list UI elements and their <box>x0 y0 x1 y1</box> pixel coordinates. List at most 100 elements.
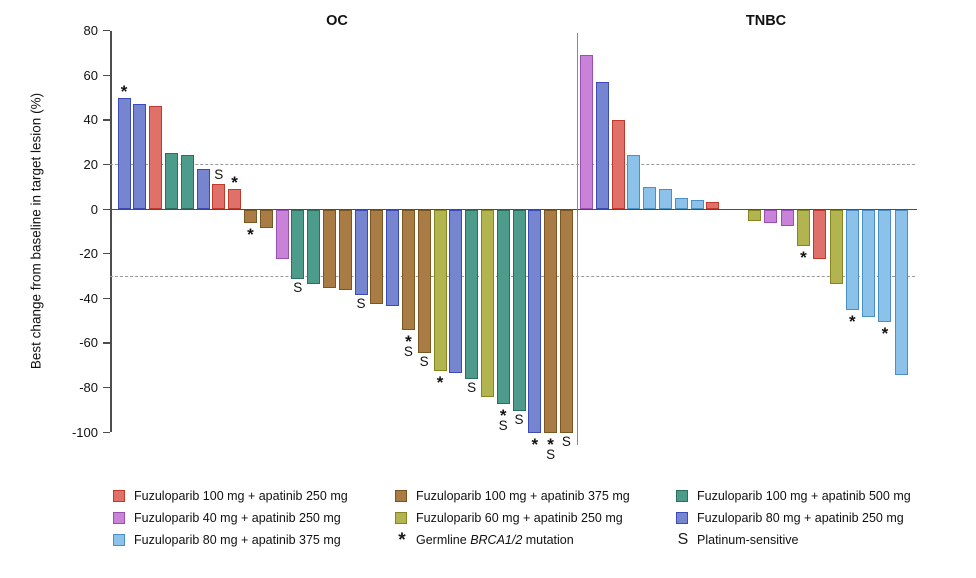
platinum-sensitive-mark: S <box>546 447 556 462</box>
bar-tnbc-14 <box>813 210 827 260</box>
brca-mutation-mark: * <box>405 332 412 352</box>
bar-oc-7 <box>212 184 226 209</box>
brca-mutation-mark: * <box>547 435 554 454</box>
panel-separator-line <box>577 33 579 445</box>
bar-oc-19 <box>401 210 415 331</box>
panel-title-tnbc: TNBC <box>745 13 787 29</box>
bar-oc-13 <box>307 210 321 284</box>
bar-oc-14 <box>322 210 336 289</box>
y-axis-label: Best change from baseline in target lesi… <box>28 92 44 370</box>
legend-label: Fuzuloparib 80 mg + apatinib 375 mg <box>134 533 341 547</box>
legend-color-swatch <box>676 490 688 502</box>
bar-oc-20 <box>417 210 431 353</box>
brca-mutation-mark: * <box>531 435 539 454</box>
bar-oc-22 <box>449 210 463 373</box>
platinum-sensitive-mark: S <box>467 380 477 396</box>
bar-tnbc-6 <box>659 188 672 209</box>
bar-tnbc-15 <box>829 210 843 284</box>
y-tick <box>103 342 110 344</box>
bar-oc-29 <box>559 210 573 433</box>
y-tick-label: -100 <box>71 424 98 440</box>
bar-tnbc-17 <box>862 210 876 318</box>
y-tick-label: 40 <box>83 112 98 128</box>
bar-tnbc-3 <box>611 119 625 209</box>
bar-oc-5 <box>180 155 194 209</box>
legend-label: Fuzuloparib 80 mg + apatinib 250 mg <box>697 511 904 525</box>
bar-oc-25 <box>496 210 510 404</box>
y-axis-line <box>110 31 112 432</box>
legend-label: Fuzuloparib 60 mg + apatinib 250 mg <box>416 511 623 525</box>
legend-color-swatch <box>113 490 125 502</box>
bar-tnbc-19 <box>894 210 908 376</box>
bar-tnbc-13 <box>796 210 810 246</box>
reference-line-20 <box>110 164 915 166</box>
y-tick <box>103 119 110 121</box>
legend-label: Fuzuloparib 100 mg + apatinib 500 mg <box>697 489 911 503</box>
bar-tnbc-4 <box>627 155 641 209</box>
bar-oc-16 <box>354 210 368 295</box>
platinum-s-icon: S <box>677 531 689 548</box>
legend-color-swatch <box>113 534 125 546</box>
y-tick-label: -60 <box>79 335 98 351</box>
legend: Fuzuloparib 100 mg + apatinib 250 mg Fuzu… <box>0 487 976 557</box>
bar-tnbc-12 <box>780 210 794 226</box>
bar-oc-1 <box>117 97 131 209</box>
bar-oc-27 <box>528 210 542 433</box>
bar-tnbc-11 <box>764 210 778 224</box>
y-tick <box>103 431 110 433</box>
y-tick <box>103 208 110 210</box>
brca-asterisk-icon: * <box>398 530 406 551</box>
bar-oc-8 <box>228 188 242 209</box>
bar-oc-10 <box>259 210 273 228</box>
bar-tnbc-10 <box>748 210 761 222</box>
platinum-sensitive-mark: S <box>514 411 524 427</box>
platinum-sensitive-mark: S <box>403 344 413 360</box>
y-tick-label: -20 <box>79 246 98 262</box>
bar-oc-17 <box>370 210 384 304</box>
y-tick <box>103 386 110 389</box>
platinum-sensitive-mark: S <box>561 434 571 449</box>
legend-color-swatch <box>676 512 688 524</box>
legend-label: Fuzuloparib 40 mg + apatinib 250 mg <box>134 511 341 525</box>
platinum-sensitive-mark: S <box>419 353 429 369</box>
bar-oc-15 <box>338 210 352 291</box>
bar-oc-9 <box>243 210 257 224</box>
bar-tnbc-7 <box>674 197 688 209</box>
brca-mutation-mark: * <box>120 81 128 101</box>
brca-mutation-mark: * <box>800 247 807 267</box>
bar-oc-3 <box>149 106 163 209</box>
bar-tnbc-8 <box>690 200 704 209</box>
y-tick <box>103 253 110 255</box>
brca-mutation-mark: * <box>848 312 856 332</box>
bar-oc-24 <box>480 210 494 398</box>
brca-mutation-mark: * <box>499 406 507 425</box>
legend-label: Fuzuloparib 100 mg + apatinib 375 mg <box>416 489 630 503</box>
brca-mutation-mark: * <box>436 372 444 392</box>
bar-tnbc-2 <box>595 81 609 209</box>
bar-oc-23 <box>465 210 479 380</box>
bar-oc-4 <box>164 153 178 209</box>
legend-color-swatch <box>395 512 407 524</box>
bar-oc-6 <box>196 168 210 209</box>
brca-mutation-mark: * <box>881 323 889 343</box>
bar-tnbc-5 <box>643 186 657 209</box>
bar-oc-28 <box>544 210 558 433</box>
brca-mutation-mark: * <box>231 172 238 192</box>
bar-oc-12 <box>291 210 305 280</box>
platinum-sensitive-mark: S <box>214 167 224 183</box>
y-tick-label: 80 <box>83 23 98 39</box>
bar-tnbc-9 <box>706 202 720 209</box>
y-tick-label: 0 <box>90 201 98 217</box>
bar-oc-11 <box>275 210 289 260</box>
y-tick <box>103 74 110 76</box>
platinum-sensitive-mark: S <box>498 418 508 433</box>
y-tick <box>103 30 110 32</box>
bar-oc-21 <box>433 210 447 371</box>
legend-label: Fuzuloparib 100 mg + apatinib 250 mg <box>134 489 348 503</box>
panel-title-oc: OC <box>326 13 348 29</box>
bar-tnbc-1 <box>580 55 593 209</box>
platinum-sensitive-mark: S <box>293 280 303 296</box>
y-tick-label: -40 <box>79 290 98 306</box>
y-tick <box>103 297 110 299</box>
